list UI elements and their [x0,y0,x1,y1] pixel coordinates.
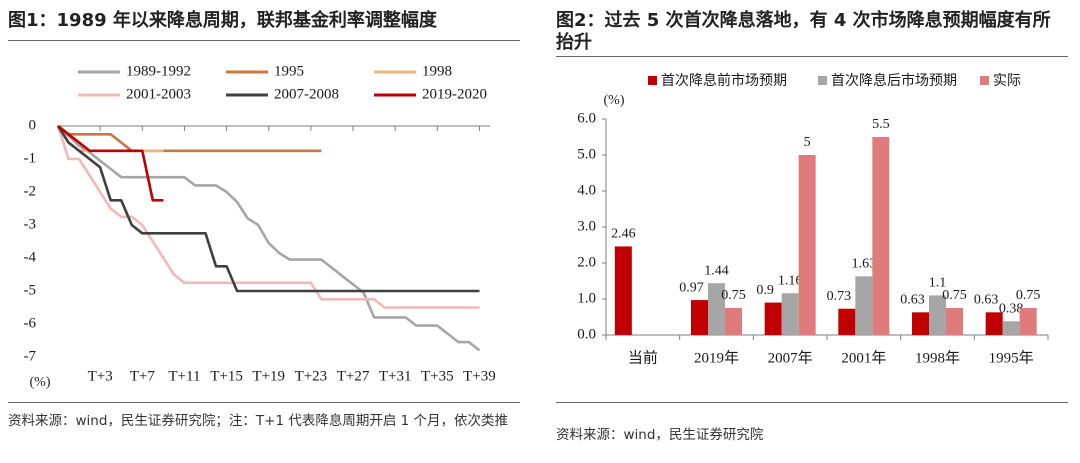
series-line-1989-1992 [57,125,481,352]
bar-value-label: 0.75 [721,288,746,303]
legend-label-series-1: 首次降息前市场预期 [661,72,787,89]
y-tick-label: 4.0 [577,182,596,198]
legend-swatch-series-1 [648,76,657,85]
y-unit-label: (%) [30,375,51,390]
bar-series-3 [872,137,890,335]
x-tick-label: T+31 [379,368,412,384]
category-label: 1998年 [915,349,960,366]
legend-swatch-series-3 [980,76,989,85]
rate-cut-expectation-bar-chart: 首次降息前市场预期 首次降息后市场预期 实际 0.0 1.0 2.0 3.0 4.0 5.0 6.… [577,72,1049,366]
legend-label-1995: 1995 [274,63,304,79]
x-tick-label: T+7 [130,368,156,384]
legend-label-2007-2008: 2007-2008 [274,86,339,102]
category-label: 2019年 [694,349,739,366]
category-label: 当前 [628,349,658,366]
category-label: 2007年 [768,349,813,366]
y-tick-label: 0 [29,117,37,133]
bar-value-label: 2.46 [611,227,636,242]
bar-value-label: 1.16 [778,273,803,288]
right-source-divider [556,402,1068,403]
y-tick-label: 6.0 [577,110,596,126]
rate-cut-line-chart: 1989-1992 1995 1998 2001-2003 2007-2008 2019-… [24,63,496,390]
bar-value-label: 5 [804,135,811,150]
bar-value-label: 0.75 [1016,288,1041,303]
bar-value-label: 0.63 [974,293,999,308]
bar-series-1 [985,312,1003,335]
legend-label-series-3: 实际 [993,73,1021,89]
y-unit-label: (%) [604,93,625,108]
bar-series-2 [708,283,725,335]
x-tick-label: T+35 [421,368,454,384]
bar-series-1 [614,246,632,335]
bar-series-2 [1002,321,1020,335]
bar-value-label: 0.9 [756,283,774,298]
category-label: 1995年 [989,349,1034,366]
bar-series-2 [855,276,873,335]
legend-label-2019-2020: 2019-2020 [422,86,487,102]
series-line-2019-2020 [57,124,164,202]
series-line-1995 [57,124,322,153]
y-tick-label: -1 [24,150,37,166]
x-tick-label: T+19 [252,368,285,384]
bar-series-3 [946,308,963,335]
right-chart-title: 图2：过去 5 次首次降息落地，有 4 次市场降息预期幅度有所抬升 [556,10,1051,53]
bar-value-label: 0.73 [827,289,852,304]
category-label: 2001年 [841,349,886,366]
y-tick-label: 3.0 [577,218,596,234]
legend-swatch-series-2 [818,76,827,85]
y-tick-label: 5.0 [577,146,596,162]
bar-value-label: 0.75 [942,288,967,303]
y-tick-label: -6 [24,315,37,331]
bar-value-label: 0.63 [900,293,925,308]
right-title-divider [556,56,1068,57]
bar-series-1 [838,308,856,335]
bar-series-1 [691,300,708,335]
bar-series-2 [781,293,799,335]
bar-series-3 [725,308,742,335]
bar-value-label: 1.1 [929,276,947,291]
bar-series-3 [1019,308,1037,335]
y-tick-label: -7 [24,348,37,364]
x-tick-label: T+39 [463,368,496,384]
y-tick-label: 2.0 [577,254,596,270]
x-tick-label: T+15 [210,368,243,384]
bar-value-label: 1.44 [704,263,729,278]
bar-value-label: 1.63 [852,257,877,272]
y-tick-label: -2 [24,183,37,199]
y-tick-label: -5 [24,282,37,298]
y-tick-label: 1.0 [577,290,596,306]
legend-label-1998: 1998 [422,63,452,79]
bar-series-1 [764,302,782,335]
bar-series-1 [912,312,929,335]
y-tick-label: -4 [24,249,37,265]
right-source-note: 资料来源：wind，民生证券研究院 [556,427,764,443]
legend-label-2001-2003: 2001-2003 [126,86,191,102]
legend-label-1989-1992: 1989-1992 [126,63,191,79]
bar-value-label: 0.97 [679,280,704,295]
y-tick-label: -3 [24,216,37,232]
legend-label-series-2: 首次降息后市场预期 [831,72,957,89]
bar-series-2 [929,295,946,335]
bar-value-label: 0.38 [999,302,1024,317]
x-tick-label: T+3 [88,368,113,384]
right-panel: 图2：过去 5 次首次降息落地，有 4 次市场降息预期幅度有所抬升 首次降息前市… [548,0,1080,463]
bar-value-label: 5.5 [872,117,890,132]
x-tick-label: T+27 [337,368,370,384]
y-tick-label: 0.0 [577,326,596,342]
left-chart-title: 图1：1989 年以来降息周期，联邦基金利率调整幅度 [8,10,437,31]
bar-series-3 [798,155,816,335]
series-line-2007-2008 [56,125,480,293]
left-title-divider [8,40,520,41]
left-source-divider [8,402,520,403]
series-line-2001-2003 [56,125,480,309]
left-panel: 图1：1989 年以来降息周期，联邦基金利率调整幅度 1989-1992 1995… [0,0,532,463]
x-tick-label: T+11 [168,368,200,384]
left-source-note: 资料来源：wind，民生证券研究院；注：T+1 代表降息周期开启 1 个月，依次… [8,413,509,429]
x-tick-label: T+23 [295,368,328,384]
